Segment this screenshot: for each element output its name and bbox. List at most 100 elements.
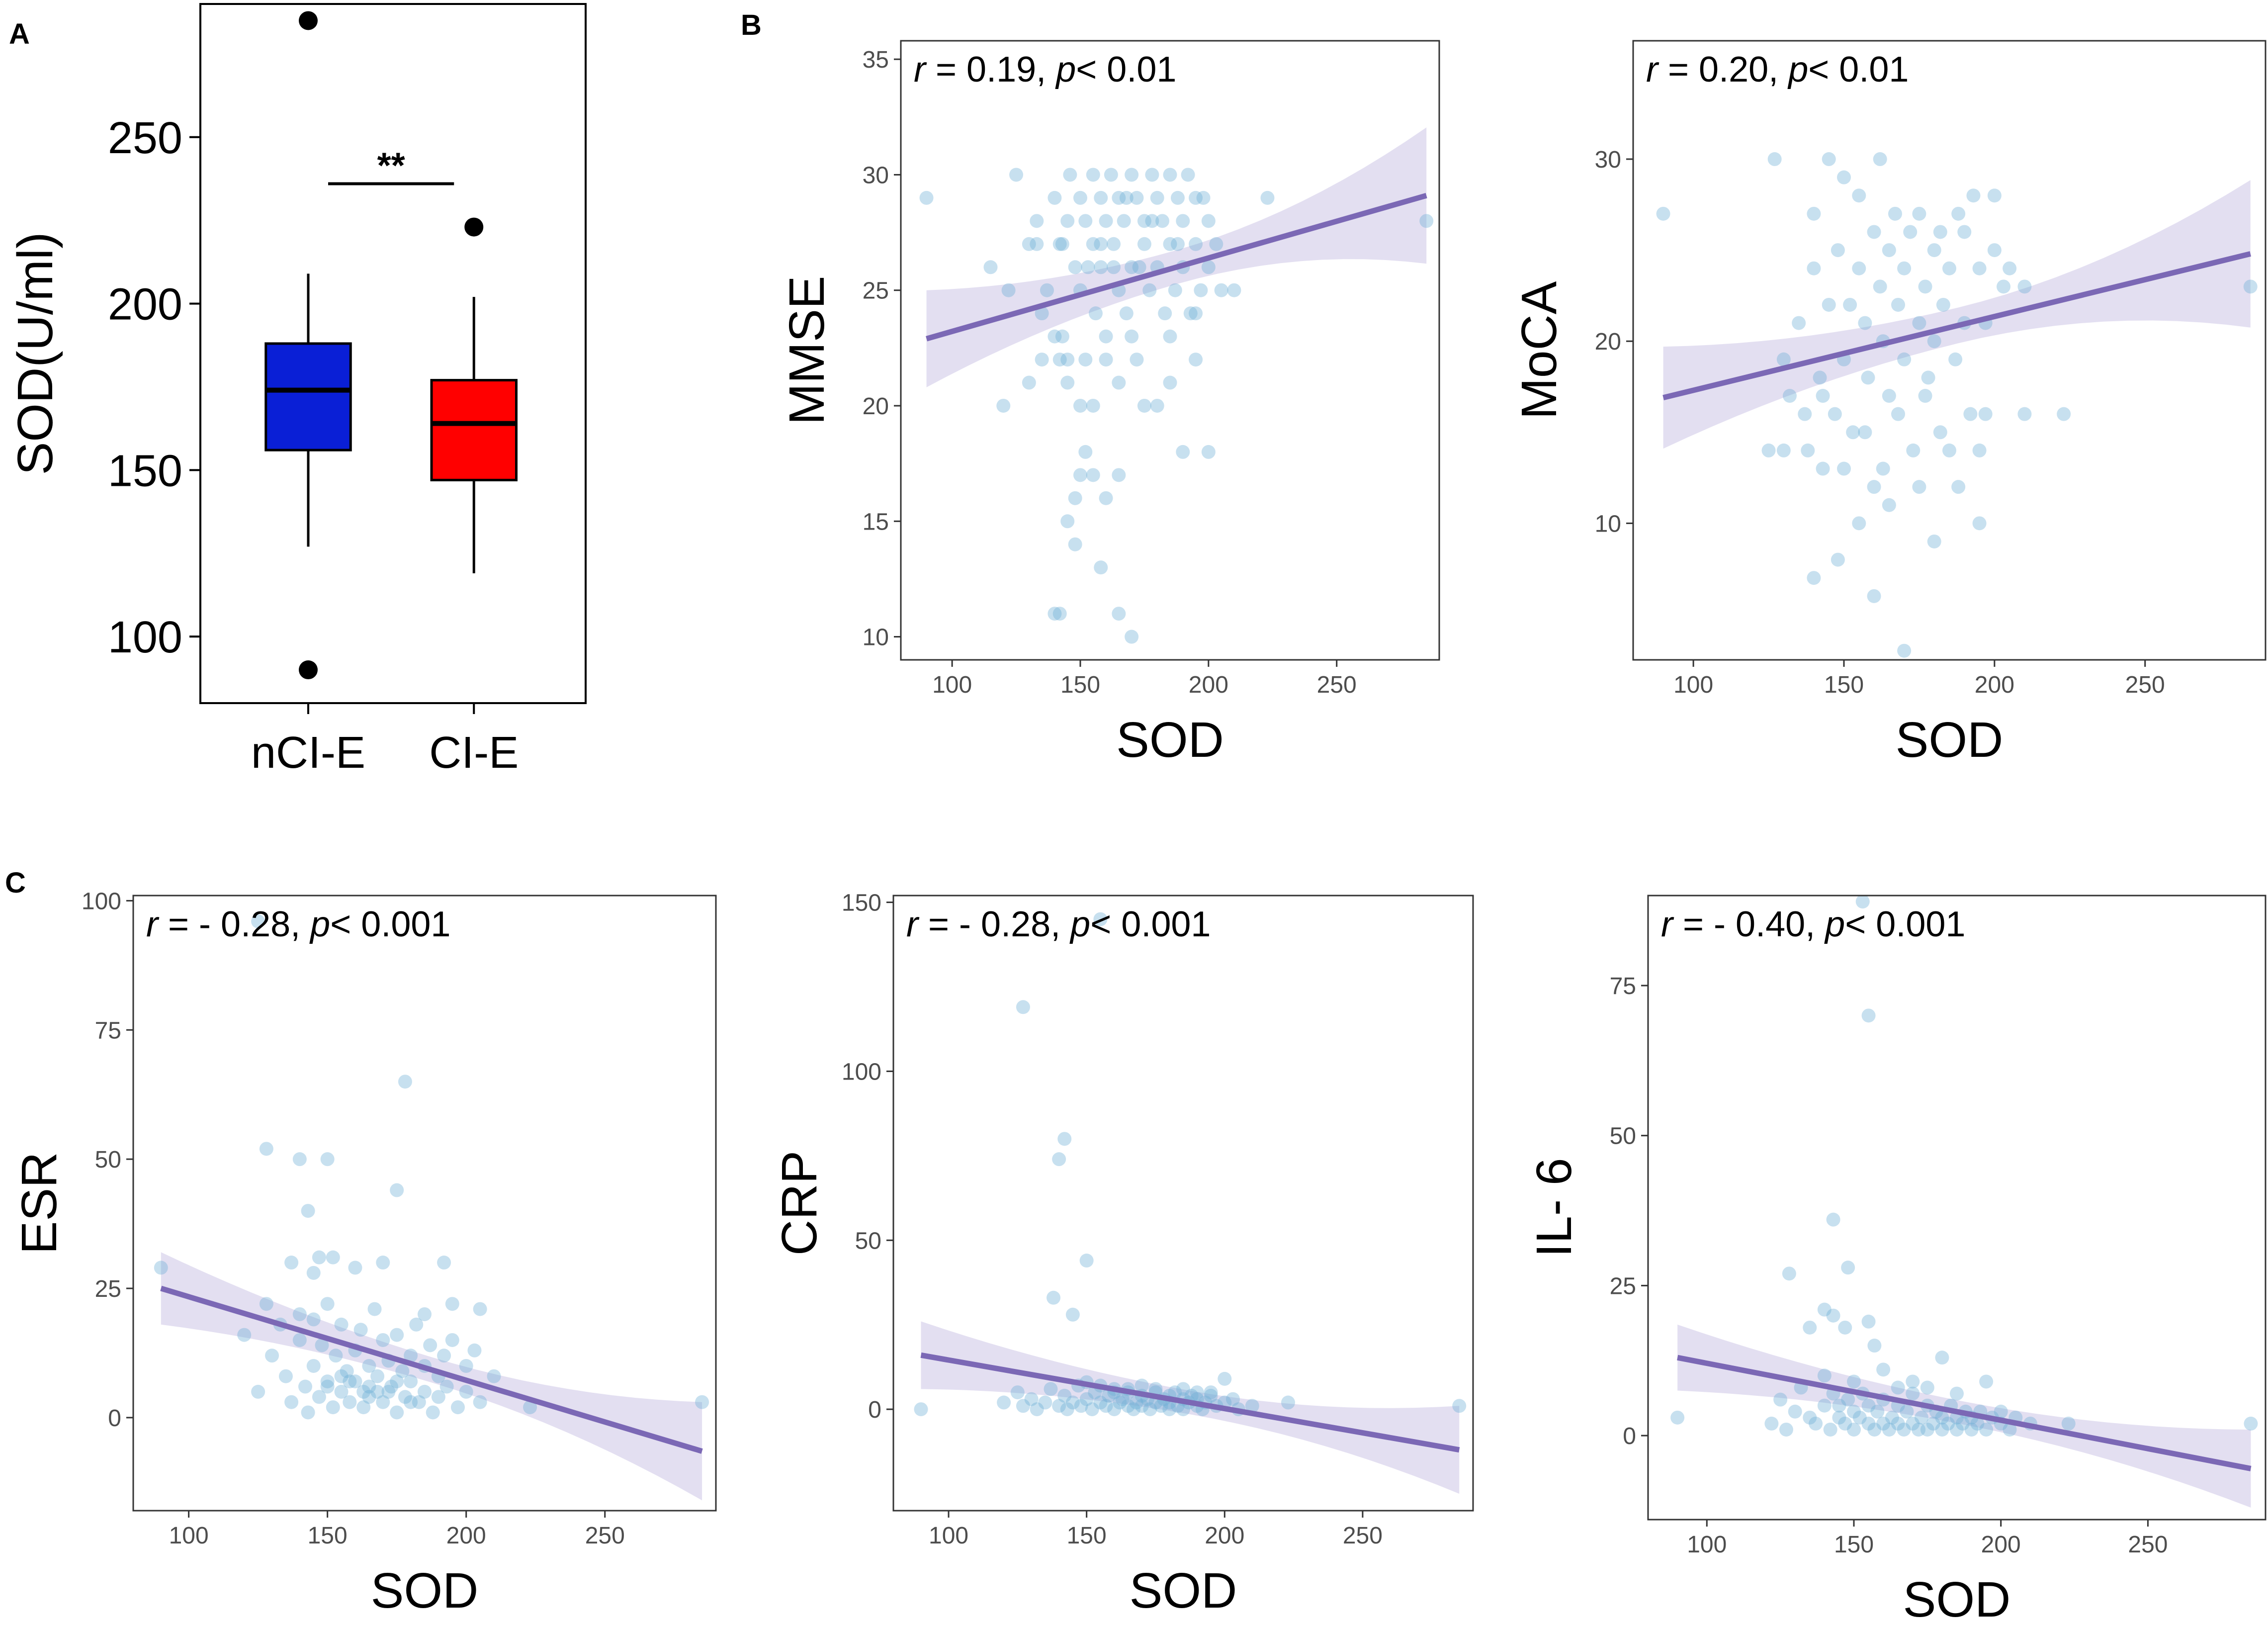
x-tick-label: 200 [1975, 672, 2014, 698]
scatter-point [1085, 1402, 1099, 1417]
scatter-point [1079, 1254, 1094, 1268]
scatter-point [1086, 468, 1100, 482]
scatter-point [1846, 425, 1860, 440]
scatter-point [362, 1390, 376, 1404]
scatter-point [1852, 188, 1866, 203]
scatter-point [1773, 1392, 1788, 1407]
plot-area [1670, 896, 2258, 1508]
scatter-point [997, 1395, 1011, 1410]
scatter-point [1143, 1402, 1157, 1417]
annot-p-value: < 0.001 [330, 905, 450, 944]
scatter-point [1117, 214, 1131, 228]
scatter-point [1776, 443, 1791, 457]
scatter-point [1055, 237, 1069, 251]
scatter-point [1927, 334, 1941, 349]
scatter-point [1035, 353, 1049, 367]
panel-letter-B: B [741, 9, 762, 41]
scatter-point [1816, 461, 1830, 476]
scatter-point [1891, 1416, 1905, 1431]
scatter-point [384, 1379, 399, 1394]
scatter-point [1201, 260, 1216, 274]
scatter-point [390, 1328, 404, 1342]
plot-area [919, 127, 1434, 644]
scatter-point [1086, 237, 1100, 251]
scatter-point [1847, 1422, 1861, 1437]
scatter-point [376, 1395, 390, 1409]
scatter-point [431, 1390, 445, 1404]
scatter-point [320, 1152, 335, 1167]
scatter-point [1060, 1402, 1074, 1417]
y-axis-title: CRP [772, 1151, 827, 1256]
annot-r-value: = 0.19, [926, 50, 1056, 90]
annot-p-value: < 0.01 [1808, 50, 1909, 90]
scatter-point [370, 1369, 385, 1383]
scatter-point [1994, 1404, 2008, 1419]
scatter-point [1214, 283, 1228, 297]
y-tick-label: 75 [95, 1017, 121, 1044]
scatter-point [1121, 1399, 1135, 1413]
y-tick-label: 150 [108, 446, 182, 496]
scatter-point [1855, 896, 1870, 909]
y-tick-label: 50 [95, 1147, 121, 1173]
scatter-point [1966, 188, 1981, 203]
scatter-point [1094, 260, 1108, 274]
scatter-point [1764, 1416, 1779, 1431]
outlier-point [299, 11, 318, 30]
plot-frame [1632, 40, 2267, 661]
scatter-point [437, 1349, 451, 1363]
annot-r-value: = - 0.28, [158, 905, 310, 944]
scatter-point [1125, 168, 1139, 182]
x-axis-title: SOD [1116, 712, 1224, 768]
scatter-point [1093, 912, 1108, 926]
scatter-point [1873, 279, 1887, 294]
scatter-point [1912, 1422, 1926, 1437]
x-tick-label: CI-E [429, 728, 519, 778]
significance-label: ** [377, 146, 405, 186]
scatter-point [381, 1384, 396, 1399]
scatter-point [1245, 1399, 1259, 1413]
scatter-point [1060, 353, 1075, 367]
x-axis-title: SOD [1903, 1572, 2011, 1628]
scatter-point [1030, 1402, 1044, 1417]
y-tick-label: 50 [1610, 1123, 1636, 1150]
scatter-point [1022, 375, 1036, 390]
scatter-point [2244, 1416, 2258, 1431]
scatter-point [1047, 329, 1062, 344]
plot-area [914, 912, 1467, 1494]
scatter-point [1888, 206, 1902, 221]
scatter-point [398, 1075, 412, 1089]
scatter-point [1189, 353, 1203, 367]
scatter-point [1260, 190, 1275, 205]
scatter-point [1176, 1402, 1190, 1417]
scatter-point [1927, 534, 1941, 548]
scatter-point [1882, 389, 1896, 403]
scatter-point [1163, 168, 1177, 182]
scatter-point [1093, 1395, 1108, 1410]
scatter-point [1942, 443, 1956, 457]
scatter-point [1670, 1410, 1685, 1425]
x-tick-label: 250 [585, 1523, 625, 1549]
scatter-point [1826, 1212, 1840, 1227]
scatter-point [1847, 1374, 1861, 1389]
scatter-point [404, 1349, 418, 1363]
scatter-point [376, 1256, 390, 1270]
scatter-point [1867, 225, 1881, 239]
scatter-point [1809, 1416, 1823, 1431]
correlation-annotation: r = - 0.28, p< 0.001 [906, 905, 1211, 944]
scatter-point [1184, 1388, 1199, 1403]
scatter-point [1852, 516, 1866, 531]
annot-r-value: = - 0.40, [1673, 905, 1825, 944]
y-tick-label: 30 [863, 162, 889, 188]
scatter-point [1183, 306, 1198, 321]
scatter-point [1137, 398, 1151, 413]
scatter-point [1099, 353, 1113, 367]
annot-p-value: < 0.001 [1090, 905, 1211, 944]
scatter-point [439, 1379, 454, 1394]
y-tick-label: 75 [1610, 973, 1636, 999]
scatter-point [2003, 1422, 2017, 1437]
scatter-point [1942, 261, 1956, 275]
scatter-point [1920, 1380, 1934, 1395]
scatter-point [1876, 1416, 1891, 1431]
x-tick-label: 150 [1060, 672, 1100, 698]
panel-letter-A: A [9, 18, 30, 50]
